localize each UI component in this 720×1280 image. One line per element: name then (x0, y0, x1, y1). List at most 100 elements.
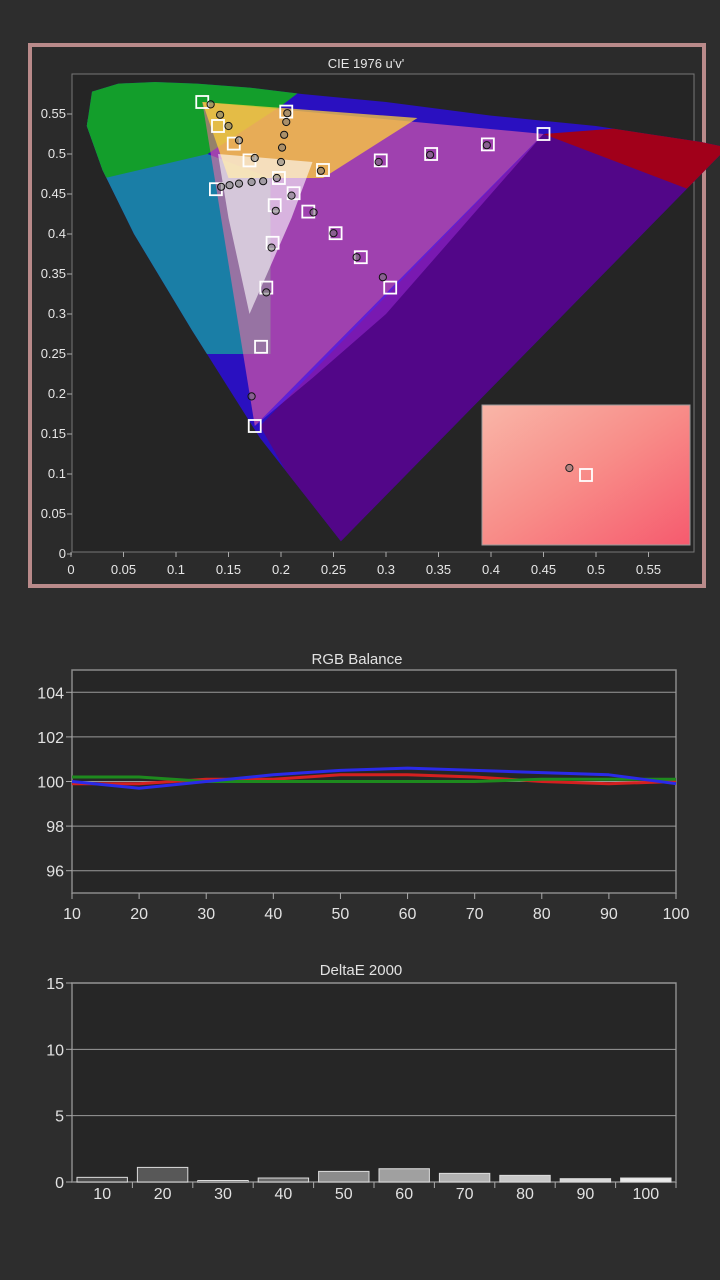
cie-y-tick-label: 0.15 (41, 426, 66, 441)
deltae-bar (438, 1172, 491, 1183)
cie-x-tick-label: 0 (67, 562, 74, 577)
deltae-bar (620, 1177, 672, 1183)
rgb-title: RGB Balance (312, 651, 403, 668)
deltae-x-tick-label: 60 (395, 1186, 413, 1203)
target-marker (536, 127, 551, 141)
measured-marker (216, 110, 225, 119)
white-point-inset (481, 404, 691, 546)
target-marker (247, 419, 262, 433)
rgb-y-tick-label: 96 (46, 864, 64, 881)
target-marker (373, 153, 388, 168)
deltae-x-tick-label: 20 (154, 1186, 172, 1203)
deltae-title: DeltaE 2000 (320, 962, 403, 979)
cie-y-tick-label: 0.25 (41, 346, 66, 361)
deltae-y-tick-label: 5 (55, 1109, 64, 1126)
cie-chart: CIE 1976 u'v' 0 0.05 0.1 0.15 0.2 0.25 0.3 0.35… (28, 43, 720, 588)
rgb-y-tick-label: 98 (46, 819, 64, 836)
deltae-bar (197, 1180, 249, 1183)
measured-marker (267, 243, 276, 252)
cie-y-tick-label: 0.05 (41, 506, 66, 521)
deltae-gridlines (72, 982, 676, 1117)
measured-marker (217, 182, 226, 191)
deltae-bar (76, 1176, 128, 1183)
inset-points (565, 463, 593, 482)
cie-y-tick-label: 0.2 (48, 386, 66, 401)
cie-y-tick-label: 0.45 (41, 186, 66, 201)
rgb-x-tick-label: 40 (264, 906, 282, 923)
inset-target-marker (579, 468, 593, 482)
gamut-green-region (86, 82, 323, 186)
measured-marker (283, 109, 292, 118)
target-marker (254, 339, 268, 354)
cie-x-tick-label: 0.2 (272, 562, 290, 577)
rgb-x-tick-label: 100 (663, 906, 690, 923)
deltae-y-tick-label: 15 (46, 976, 64, 993)
target-marker (211, 119, 225, 133)
rgb-series-line (71, 766, 677, 790)
measured-marker (378, 273, 387, 282)
inset-measured-marker (565, 463, 574, 473)
measured-marker (225, 181, 234, 190)
measured-marker (277, 143, 287, 152)
rgb-series-line (72, 775, 676, 783)
cie-x-tick-label: 0.3 (377, 562, 395, 577)
cie-y-tick-label: 0.5 (48, 146, 66, 161)
cie-title: CIE 1976 u'v' (328, 56, 405, 71)
rgb-gridlines (72, 691, 676, 872)
measured-marker (426, 150, 435, 159)
rgb-y-tick-label: 104 (37, 685, 64, 702)
rgb-x-tick-label: 90 (600, 906, 618, 923)
deltae-x-tick-label: 70 (456, 1186, 474, 1203)
deltae-x-tick-label: 50 (335, 1186, 353, 1203)
cie-y-tick-label: 0.55 (41, 106, 66, 121)
target-marker (424, 147, 439, 161)
deltae-bar (559, 1178, 612, 1183)
cie-y-tick-label: 0 (59, 546, 66, 561)
measured-marker (329, 229, 338, 238)
measured-marker (287, 191, 296, 200)
deltae-y-tick-label: 10 (46, 1042, 64, 1059)
cie-x-tick-label: 0.5 (587, 562, 605, 577)
measured-marker (282, 117, 291, 127)
deltae-bar (257, 1177, 310, 1183)
rgb-series-line (72, 773, 677, 786)
cie-x-tick-label: 0.55 (636, 562, 661, 577)
deltae-x-tick-label: 90 (577, 1186, 595, 1203)
deltae-x-tick-label: 80 (516, 1186, 534, 1203)
deltae-x-tick-label: 100 (632, 1186, 659, 1203)
deltae-bars (76, 1166, 672, 1183)
measured-marker (316, 166, 325, 175)
measured-marker (234, 179, 244, 188)
gamut-red-region (543, 114, 720, 234)
cie-x-tick-label: 0.05 (111, 562, 136, 577)
measured-marker (234, 136, 244, 145)
cie-y-tick-label: 0.1 (48, 466, 66, 481)
rgb-y-tick-label: 102 (37, 730, 64, 747)
deltae-x-tick-label: 40 (275, 1186, 293, 1203)
deltae-x-tick-label: 10 (93, 1186, 111, 1203)
rgb-x-tick-label: 60 (399, 906, 417, 923)
rgb-x-axis: 10 20 30 40 50 60 70 80 90 100 (63, 893, 689, 923)
measured-marker (272, 173, 281, 183)
measured-marker (482, 141, 491, 150)
measured-marker (271, 206, 280, 215)
cie-x-tick-label: 0.45 (531, 562, 556, 577)
cie-y-tick-label: 0.3 (48, 306, 66, 321)
measured-marker (206, 100, 215, 109)
cie-x-axis: 0 0.05 0.1 0.15 0.2 0.25 0.3 0.35 0.4 0.45 0.5 0.55 (67, 552, 661, 577)
cie-x-tick-label: 0.25 (321, 562, 346, 577)
cie-x-tick-label: 0.35 (426, 562, 451, 577)
cie-points (195, 95, 551, 433)
deltae-bar (318, 1170, 370, 1183)
rgb-x-tick-label: 30 (197, 906, 215, 923)
rgb-x-tick-label: 70 (466, 906, 484, 923)
cie-y-tick-label: 0.35 (41, 266, 66, 281)
deltae-y-axis: 0 5 10 15 (46, 976, 72, 1192)
rgb-x-tick-label: 50 (332, 906, 350, 923)
cie-x-tick-label: 0.4 (482, 562, 500, 577)
deltae-bar (499, 1174, 551, 1183)
rgb-y-axis: 96 98 100 102 104 (37, 685, 72, 881)
target-marker (279, 104, 294, 119)
deltae-bar (136, 1166, 189, 1183)
